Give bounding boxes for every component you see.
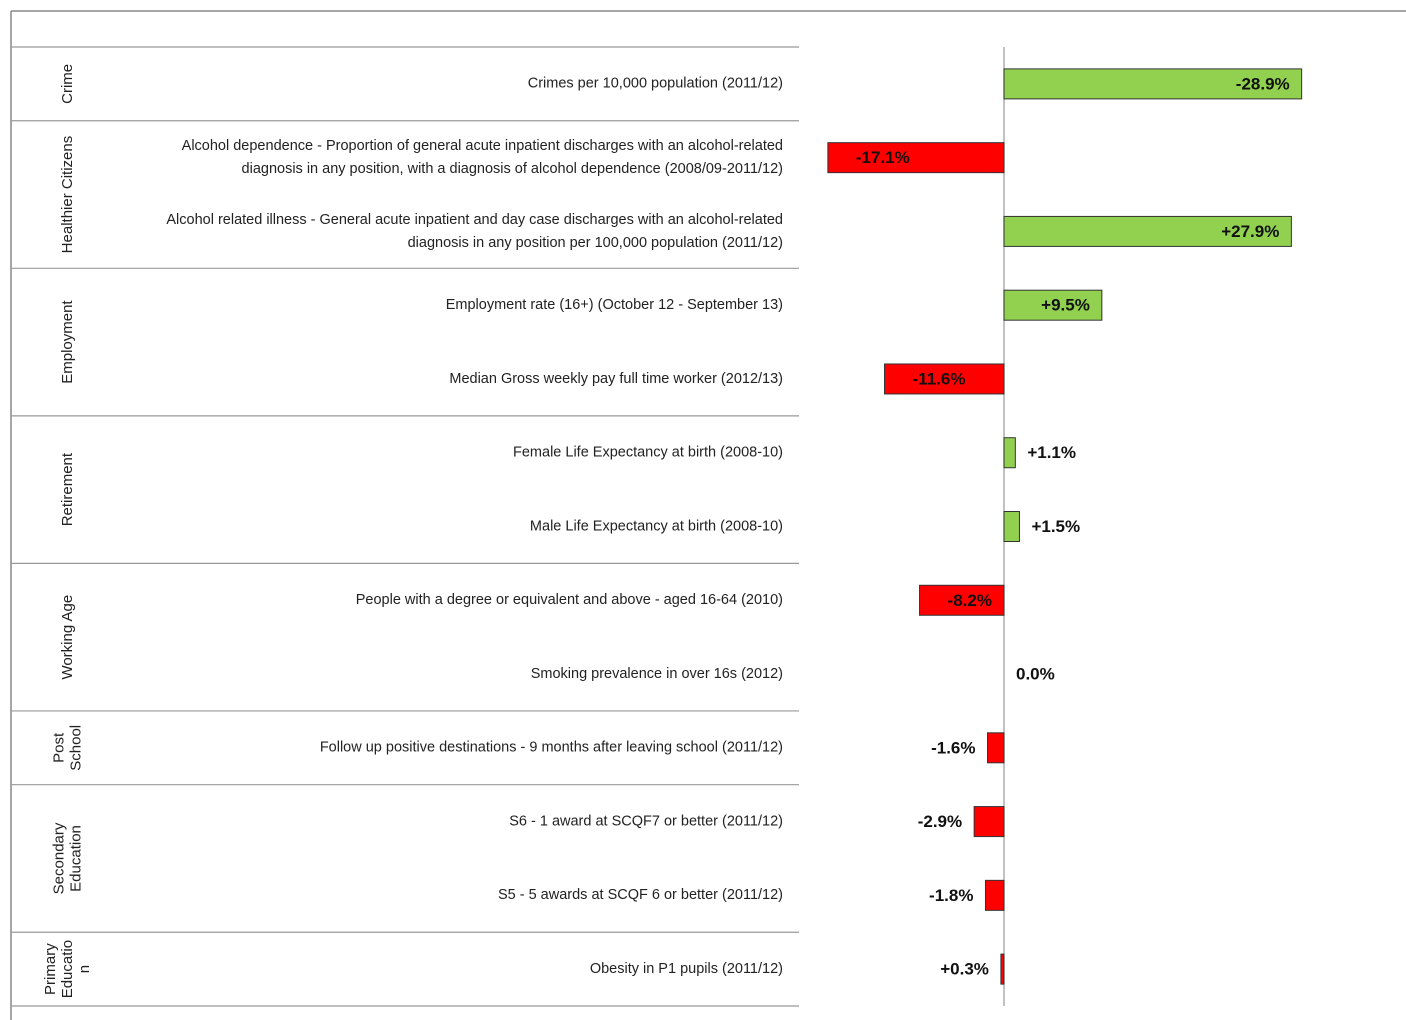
value-label: +9.5% — [1041, 296, 1090, 315]
category-label: Obesity in P1 pupils (2011/12) — [590, 961, 783, 977]
value-label: +1.1% — [1027, 443, 1076, 462]
group-label: Working Age — [59, 595, 76, 680]
value-label: +0.3% — [940, 960, 989, 979]
value-label: -1.6% — [931, 738, 975, 757]
group-label: Secondary — [50, 822, 67, 894]
value-label: +1.5% — [1031, 517, 1080, 536]
bar — [973, 806, 1005, 838]
category-label: S6 - 1 award at SCQF7 or better (2011/12… — [509, 813, 783, 829]
group-label: Crime — [59, 64, 76, 104]
bar — [1003, 289, 1103, 321]
category-label: Follow up positive destinations - 9 mont… — [320, 740, 783, 756]
bar — [1003, 215, 1292, 247]
bar — [984, 879, 1005, 911]
group-label: Retirement — [59, 452, 76, 526]
bar — [827, 142, 1005, 174]
group-label: Primary — [42, 943, 59, 995]
category-label: Crimes per 10,000 population (2011/12) — [528, 76, 783, 92]
value-label: -28.9% — [1236, 74, 1290, 93]
category-label: People with a degree or equivalent and a… — [356, 592, 783, 608]
value-label: -2.9% — [918, 812, 962, 831]
value-label: -17.1% — [856, 148, 910, 167]
group-label: n — [76, 965, 93, 973]
bar — [1000, 953, 1005, 985]
category-label: diagnosis in any position per 100,000 po… — [408, 235, 783, 251]
bar — [1003, 68, 1303, 100]
category-label: Median Gross weekly pay full time worker… — [449, 371, 783, 387]
bar — [987, 732, 1005, 764]
group-label: School — [67, 725, 84, 771]
value-label: +27.9% — [1221, 222, 1279, 241]
bar — [1003, 511, 1020, 542]
category-label: S5 - 5 awards at SCQF 6 or better (2011/… — [498, 887, 783, 903]
group-label: Educatio — [59, 940, 76, 998]
category-label: Female Life Expectancy at birth (2008-10… — [513, 445, 783, 461]
group-label: Post — [50, 732, 67, 763]
group-label: Employment — [59, 300, 76, 384]
category-label: diagnosis in any position, with a diagno… — [242, 161, 783, 177]
value-label: 0.0% — [1016, 665, 1055, 684]
group-label: Education — [67, 825, 84, 892]
category-label: Alcohol dependence - Proportion of gener… — [182, 138, 783, 154]
bar — [1003, 437, 1016, 469]
bar — [884, 363, 1005, 395]
value-label: -11.6% — [913, 369, 966, 388]
category-label: Employment rate (16+) (October 12 - Sept… — [446, 297, 783, 313]
category-label: Smoking prevalence in over 16s (2012) — [531, 666, 783, 682]
bar — [919, 584, 1005, 616]
group-label: Healthier Citizens — [59, 136, 76, 254]
value-label: -1.8% — [929, 886, 973, 905]
value-label: -8.2% — [948, 591, 992, 610]
category-label: Alcohol related illness - General acute … — [166, 212, 783, 228]
category-label: Male Life Expectancy at birth (2008-10) — [530, 518, 783, 534]
